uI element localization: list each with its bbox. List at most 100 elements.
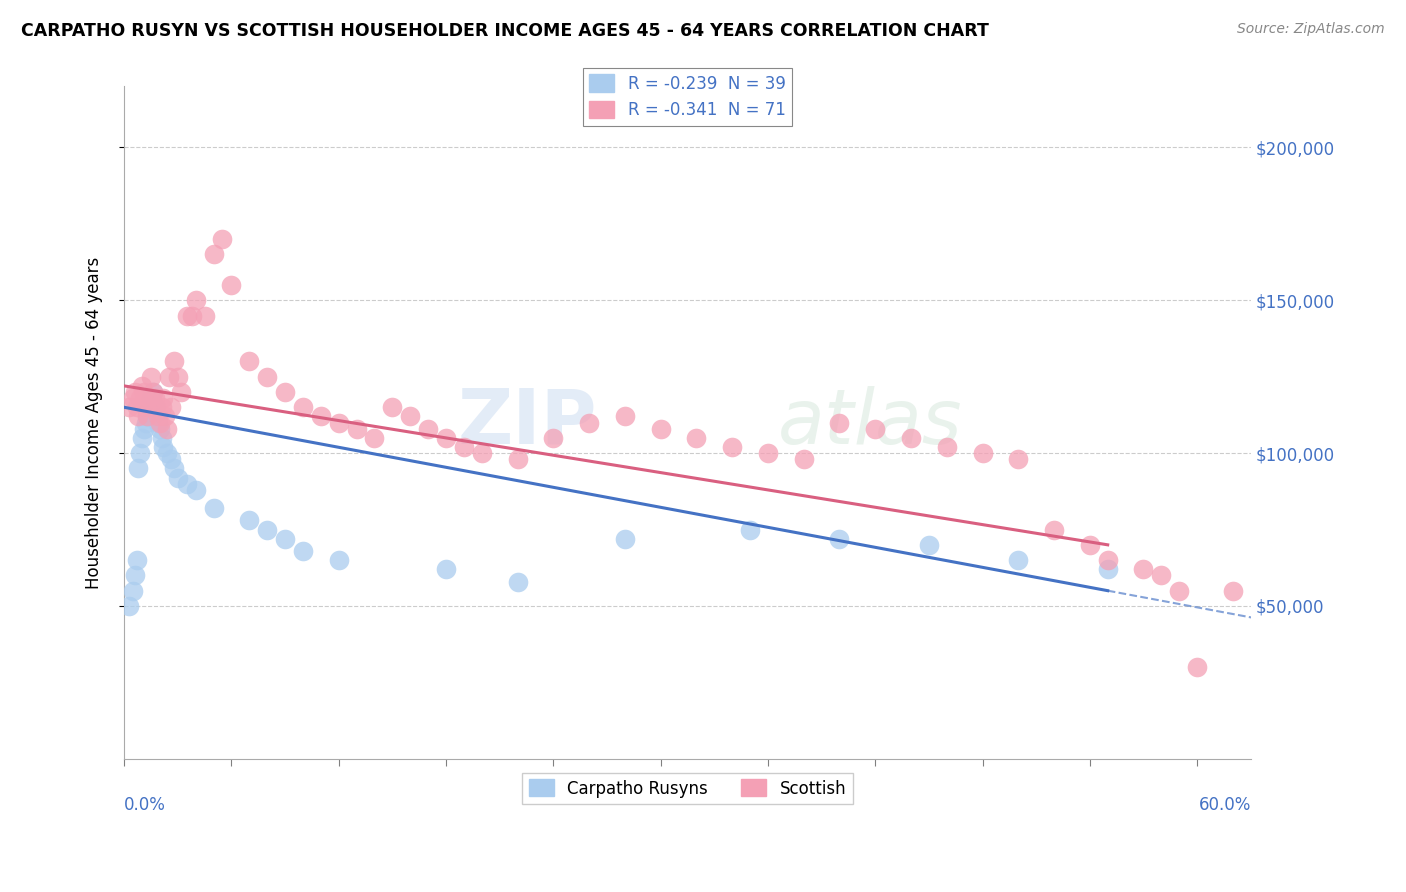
- Point: [122, 583, 145, 598]
- Point: [328, 416, 350, 430]
- Text: ZIP: ZIP: [458, 385, 598, 459]
- Point: [176, 309, 198, 323]
- Point: [291, 544, 314, 558]
- Point: [152, 391, 174, 405]
- Point: [1007, 553, 1029, 567]
- Point: [170, 384, 193, 399]
- Text: atlas: atlas: [778, 385, 962, 459]
- Point: [143, 391, 166, 405]
- Point: [506, 574, 529, 589]
- Point: [142, 384, 165, 399]
- Point: [972, 446, 994, 460]
- Point: [1150, 568, 1173, 582]
- Point: [578, 416, 600, 430]
- Point: [157, 369, 180, 384]
- Point: [238, 354, 260, 368]
- Point: [1078, 538, 1101, 552]
- Point: [471, 446, 494, 460]
- Point: [256, 523, 278, 537]
- Point: [159, 452, 181, 467]
- Point: [309, 409, 332, 424]
- Point: [721, 440, 744, 454]
- Point: [152, 440, 174, 454]
- Point: [138, 401, 160, 415]
- Point: [135, 401, 157, 415]
- Point: [613, 409, 636, 424]
- Point: [138, 391, 160, 405]
- Point: [145, 409, 167, 424]
- Point: [918, 538, 941, 552]
- Point: [238, 513, 260, 527]
- Point: [793, 452, 815, 467]
- Point: [163, 354, 186, 368]
- Point: [156, 446, 179, 460]
- Point: [613, 532, 636, 546]
- Point: [1043, 523, 1066, 537]
- Point: [1222, 583, 1244, 598]
- Point: [132, 384, 155, 399]
- Point: [399, 409, 422, 424]
- Point: [184, 293, 207, 308]
- Point: [418, 422, 440, 436]
- Point: [150, 401, 173, 415]
- Point: [125, 401, 148, 415]
- Point: [132, 422, 155, 436]
- Point: [150, 431, 173, 445]
- Point: [900, 431, 922, 445]
- Point: [863, 422, 886, 436]
- Point: [127, 461, 149, 475]
- Point: [828, 532, 851, 546]
- Point: [453, 440, 475, 454]
- Point: [118, 599, 141, 613]
- Point: [129, 391, 152, 405]
- Point: [1185, 660, 1208, 674]
- Point: [131, 379, 153, 393]
- Point: [202, 501, 225, 516]
- Point: [543, 431, 565, 445]
- Point: [506, 452, 529, 467]
- Point: [124, 568, 146, 582]
- Point: [139, 391, 162, 405]
- Point: [163, 461, 186, 475]
- Legend: Carpatho Rusyns, Scottish: Carpatho Rusyns, Scottish: [522, 772, 853, 805]
- Point: [935, 440, 957, 454]
- Point: [124, 384, 146, 399]
- Point: [202, 247, 225, 261]
- Point: [194, 309, 217, 323]
- Y-axis label: Householder Income Ages 45 - 64 years: Householder Income Ages 45 - 64 years: [86, 256, 103, 589]
- Point: [176, 476, 198, 491]
- Point: [650, 422, 672, 436]
- Point: [159, 401, 181, 415]
- Point: [274, 384, 297, 399]
- Point: [143, 401, 166, 415]
- Point: [142, 384, 165, 399]
- Point: [1007, 452, 1029, 467]
- Point: [1275, 599, 1298, 613]
- Text: CARPATHO RUSYN VS SCOTTISH HOUSEHOLDER INCOME AGES 45 - 64 YEARS CORRELATION CHA: CARPATHO RUSYN VS SCOTTISH HOUSEHOLDER I…: [21, 22, 988, 40]
- Point: [756, 446, 779, 460]
- Point: [184, 483, 207, 497]
- Point: [1097, 553, 1119, 567]
- Point: [221, 278, 243, 293]
- Point: [136, 409, 159, 424]
- Point: [256, 369, 278, 384]
- Point: [381, 401, 404, 415]
- Text: 60.0%: 60.0%: [1198, 796, 1251, 814]
- Point: [166, 470, 188, 484]
- Point: [127, 409, 149, 424]
- Point: [149, 416, 172, 430]
- Point: [346, 422, 368, 436]
- Point: [149, 422, 172, 436]
- Point: [291, 401, 314, 415]
- Point: [181, 309, 204, 323]
- Point: [118, 401, 141, 415]
- Point: [135, 416, 157, 430]
- Point: [146, 409, 169, 424]
- Point: [122, 391, 145, 405]
- Point: [131, 431, 153, 445]
- Point: [145, 401, 167, 415]
- Text: 0.0%: 0.0%: [124, 796, 166, 814]
- Point: [274, 532, 297, 546]
- Point: [1132, 562, 1154, 576]
- Point: [129, 446, 152, 460]
